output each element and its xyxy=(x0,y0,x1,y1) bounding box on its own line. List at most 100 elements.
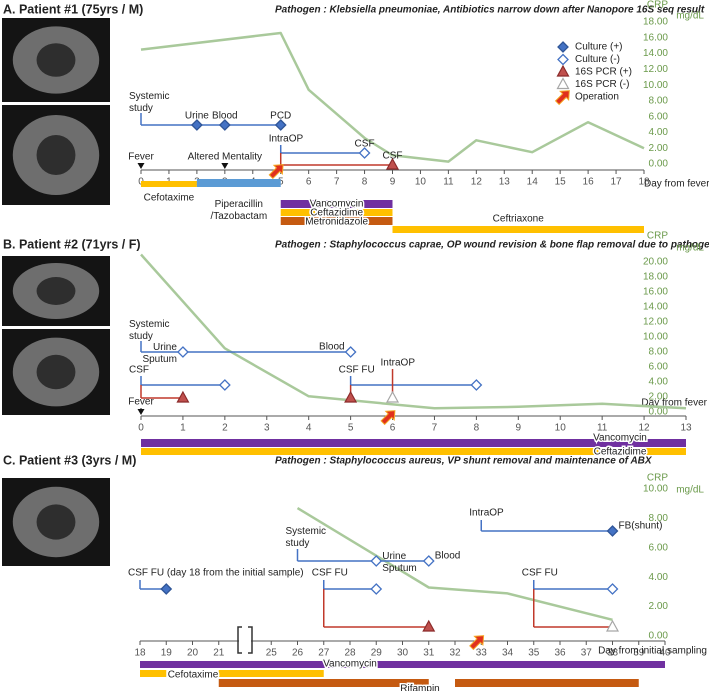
x-axis-label: Day from fever xyxy=(644,179,709,190)
treatment-label: Ceftazidime xyxy=(594,447,647,458)
y-axis-unit: mg/dL xyxy=(676,243,704,254)
x-tick-label: 6 xyxy=(390,423,396,434)
x-tick-label: 15 xyxy=(555,177,567,188)
marker-pcr-positive xyxy=(176,390,190,403)
treatment-bar xyxy=(196,179,281,187)
track-label: IntraOP xyxy=(469,508,504,519)
marker-culture-negative xyxy=(370,583,383,595)
treatment-label: Cefotaxime xyxy=(144,193,195,204)
track-label: IntraOP xyxy=(269,134,304,145)
marker-label: CSF xyxy=(383,151,403,162)
marker-label: PCD xyxy=(270,111,291,122)
x-tick-label: 8 xyxy=(362,177,368,188)
marker-label: Blood xyxy=(212,111,238,122)
x-tick-label: 40 xyxy=(659,648,671,659)
treatment-bar xyxy=(218,679,429,687)
y-tick-label: 8.00 xyxy=(649,513,669,524)
y-tick-label: 10.00 xyxy=(643,332,668,343)
marker-label: Urine Sputum xyxy=(142,342,177,365)
x-tick-label: 33 xyxy=(476,648,488,659)
y-tick-label: 18.00 xyxy=(643,272,668,283)
x-tick-label: 6 xyxy=(306,177,312,188)
pathogen-note: Pathogen : Staphylococcus aureus, VP shu… xyxy=(275,456,653,467)
x-tick-label: 9 xyxy=(516,423,522,434)
treatment-label: Rifampin xyxy=(400,684,439,691)
crp-line xyxy=(296,507,613,622)
y-axis-label: CRP xyxy=(647,231,668,242)
y-tick-label: 6.00 xyxy=(649,542,669,553)
marker-culture-positive xyxy=(218,119,231,131)
y-tick-label: 0.00 xyxy=(649,631,669,642)
annotation-label: Fever xyxy=(128,152,154,163)
ct-image-detail xyxy=(36,354,76,390)
x-tick-label: 34 xyxy=(502,648,514,659)
marker-culture-negative xyxy=(358,147,371,159)
treatment-bar xyxy=(218,670,324,677)
marker-pcr-positive xyxy=(385,157,400,170)
treatment-label: Cefotaxime xyxy=(168,670,219,681)
y-tick-label: 10.00 xyxy=(643,484,668,495)
x-tick-label: 29 xyxy=(371,648,383,659)
x-tick-label: 39 xyxy=(633,648,645,659)
treatment-bar xyxy=(141,439,686,447)
y-tick-label: 12.00 xyxy=(643,64,668,75)
y-axis-label: CRP xyxy=(647,473,668,484)
marker-pcr-negative xyxy=(605,619,620,632)
marker-culture-negative xyxy=(606,583,619,595)
annotation-arrowhead xyxy=(137,409,145,415)
pathogen-note: Pathogen : Staphylococcus caprae, OP wou… xyxy=(275,240,709,251)
track-label: CSF FU xyxy=(522,568,558,579)
panel-title: A. Patient #1 (75yrs / M) xyxy=(3,2,143,16)
y-tick-label: 16.00 xyxy=(643,32,668,43)
legend-label: Culture (+) xyxy=(575,42,623,53)
x-tick-label: 4 xyxy=(306,423,312,434)
treatment-label: Metronidazole xyxy=(305,217,368,228)
treatment-bar xyxy=(280,209,393,216)
track-label: CSF FU xyxy=(339,365,375,376)
y-tick-label: 14.00 xyxy=(643,302,668,313)
y-tick-label: 18.00 xyxy=(643,17,668,28)
x-tick-label: 12 xyxy=(471,177,483,188)
marker-pcr-negative xyxy=(556,77,570,90)
x-tick-label: 12 xyxy=(639,423,651,434)
x-tick-label: 32 xyxy=(449,648,461,659)
marker-culture-negative xyxy=(344,346,357,358)
y-tick-label: 2.00 xyxy=(649,143,669,154)
legend-label: 16S PCR (+) xyxy=(575,67,632,78)
marker-pcr-positive xyxy=(556,64,570,77)
annotation-arrowhead xyxy=(221,163,229,169)
treatment-label: Vancomycin xyxy=(323,659,377,670)
marker-culture-negative xyxy=(557,53,569,66)
crp-line xyxy=(140,253,687,410)
marker-label: Urine Sputum xyxy=(382,551,416,574)
x-tick-label: 26 xyxy=(292,648,304,659)
x-tick-label: 28 xyxy=(344,648,356,659)
marker-label: FB(shunt) xyxy=(619,521,663,532)
marker-pcr-positive xyxy=(422,619,436,632)
x-tick-label: 21 xyxy=(213,648,225,659)
operation-arrow xyxy=(469,635,485,651)
y-axis-unit: mg/dL xyxy=(676,11,704,22)
x-axis-label: Day from initial sampling xyxy=(598,646,707,657)
legend-label: Culture (-) xyxy=(575,54,620,65)
x-tick-label: 20 xyxy=(187,648,199,659)
x-tick-label: 14 xyxy=(527,177,539,188)
y-tick-label: 14.00 xyxy=(643,48,668,59)
x-tick-label: 18 xyxy=(134,648,146,659)
x-tick-label: 10 xyxy=(555,423,567,434)
x-tick-label: 8 xyxy=(474,423,480,434)
treatment-label: Ceftriaxone xyxy=(493,214,545,225)
track-label: Systemic study xyxy=(129,319,170,342)
track-label: CSF FU (day 18 from the initial sample) xyxy=(128,568,304,579)
x-tick-label: 10 xyxy=(415,177,427,188)
y-tick-label: 0.00 xyxy=(649,159,669,170)
marker-label: Blood xyxy=(319,342,345,353)
panel-title: C. Patient #3 (3yrs / M) xyxy=(3,453,136,467)
treatment-bar xyxy=(140,661,665,668)
x-tick-label: 17 xyxy=(610,177,622,188)
x-tick-label: 35 xyxy=(528,648,540,659)
panel-title: B. Patient #2 (71yrs / F) xyxy=(3,237,141,251)
crp-line xyxy=(140,31,645,163)
ct-image-detail xyxy=(36,504,76,540)
